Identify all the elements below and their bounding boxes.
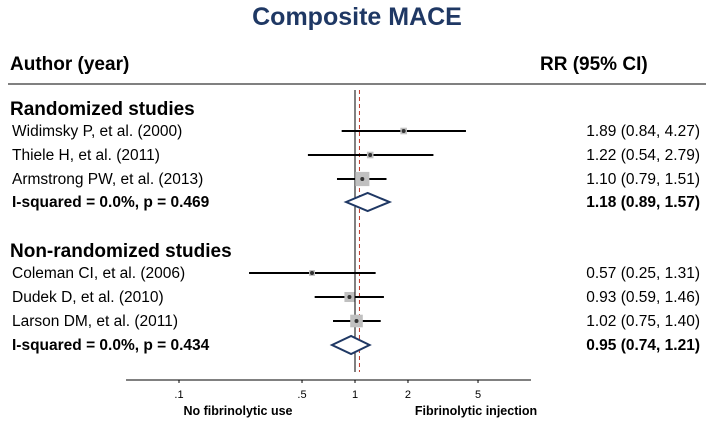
study-ci-text: 1.10 (0.79, 1.51) [586, 171, 700, 188]
x-tick-label: .1 [174, 389, 183, 401]
study-label: Widimsky P, et al. (2000) [12, 123, 182, 140]
study-label: Thiele H, et al. (2011) [12, 147, 160, 164]
x-tick-label: 1 [352, 389, 358, 401]
point-estimate [360, 177, 365, 181]
x-tick-label: 2 [405, 389, 411, 401]
summary-diamond [329, 334, 372, 356]
study-ci-text: 0.93 (0.59, 1.46) [586, 289, 700, 306]
x-tick-label: .5 [297, 389, 306, 401]
point-estimate [354, 319, 359, 323]
point-estimate [401, 129, 406, 133]
study-rows: Randomized studies Widimsky P, et al. (20… [10, 99, 700, 354]
study-label: Larson DM, et al. (2011) [12, 313, 178, 330]
summary-ci-text: 0.95 (0.74, 1.21) [586, 337, 700, 354]
study-ci-text: 1.02 (0.75, 1.40) [586, 313, 700, 330]
summary-label: I-squared = 0.0%, p = 0.469 [12, 194, 210, 211]
study-ci-text: 1.89 (0.84, 4.27) [586, 123, 700, 140]
x-tick-label: 5 [475, 389, 481, 401]
x-label-right: Fibrinolytic injection [415, 404, 537, 418]
point-estimate [368, 153, 373, 157]
summary-ci-text: 1.18 (0.89, 1.57) [586, 194, 700, 211]
study-label: Dudek D, et al. (2010) [12, 289, 164, 306]
study-label: Armstrong PW, et al. (2013) [12, 171, 203, 188]
point-estimate [310, 271, 315, 275]
summary-diamond [343, 191, 393, 213]
plot-area [249, 90, 466, 372]
study-column-header: Author (year) [10, 54, 129, 75]
summary-label: I-squared = 0.0%, p = 0.434 [12, 337, 210, 354]
group-heading: Non-randomized studies [10, 241, 232, 262]
x-label-left: No fibrinolytic use [183, 404, 292, 418]
study-label: Coleman CI, et al. (2006) [12, 265, 185, 282]
study-ci-text: 0.57 (0.25, 1.31) [586, 265, 700, 282]
study-ci-text: 1.22 (0.54, 2.79) [586, 147, 700, 164]
chart-title: Composite MACE [252, 3, 462, 31]
estimate-column-header: RR (95% CI) [540, 54, 648, 75]
point-estimate [347, 295, 352, 299]
x-axis: .1 .5 1 2 5 No fibrinolytic use Fibrinolytic i… [126, 379, 537, 418]
group-heading: Randomized studies [10, 99, 195, 120]
